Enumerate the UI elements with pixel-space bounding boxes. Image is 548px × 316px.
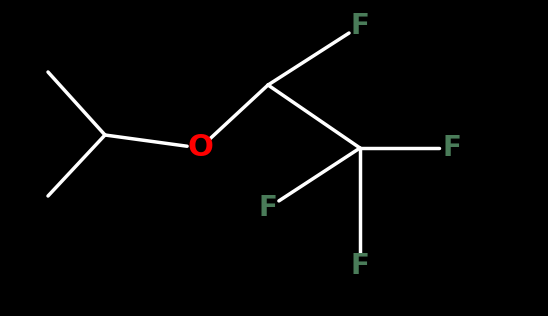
Text: F: F: [351, 12, 369, 40]
Text: F: F: [351, 252, 369, 280]
Text: F: F: [259, 194, 277, 222]
Text: O: O: [187, 133, 213, 162]
Text: F: F: [443, 134, 461, 162]
